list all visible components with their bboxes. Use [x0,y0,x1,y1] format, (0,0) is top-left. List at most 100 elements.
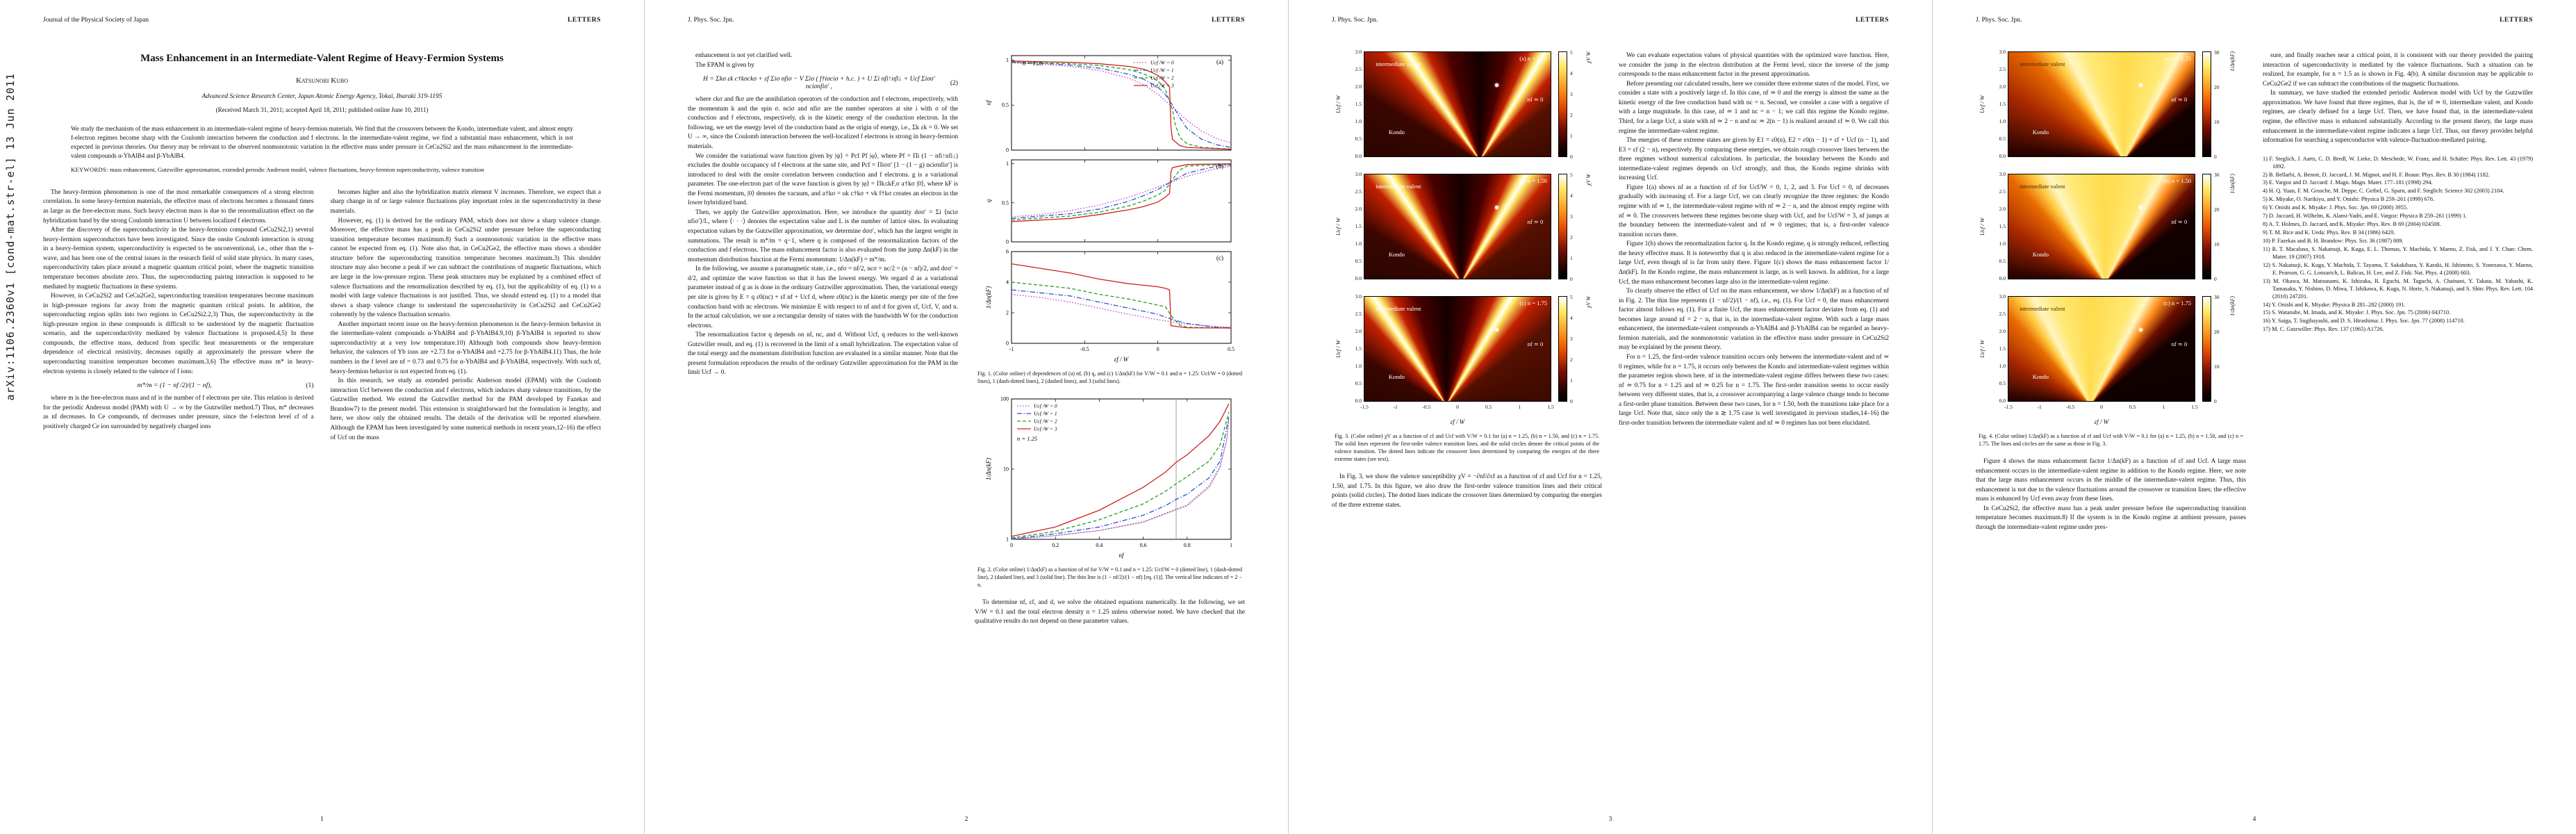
colorbar-label: 1/Δn(kF) [2229,174,2236,194]
page-header: J. Phys. Soc. Jpn. LETTERS [688,17,1245,24]
region-label-kondo: Kondo [1388,373,1405,380]
heat-ylabel: Ucf / W [1978,340,1985,358]
journal-name: J. Phys. Soc. Jpn. [1332,17,1378,24]
region-label-kondo: Kondo [2032,373,2049,380]
axis-tick-label: 2.5 [1355,66,1362,72]
axis-tick-label: 2.0 [1355,206,1362,212]
reference-item: 15) S. Watanabe, M. Imada, and K. Miyake… [2263,309,2451,316]
fig4-panel-a: Ucf / W intermediate valent Kondo nf ≃ 0… [1976,49,2246,160]
keywords-label: KEYWORDS: [71,166,108,174]
svg-text:nf: nf [985,99,992,106]
critical-point-marker [1494,206,1498,209]
panel-tag: (b) n = 1.50 [1519,177,1547,184]
heat-xlabel: εf / W [1450,418,1465,425]
svg-text:0.6: 0.6 [1139,542,1146,548]
body-paragraph: sure, and finally reaches near a critica… [2263,52,2533,88]
axis-tick-label: 20 [2214,206,2220,213]
axis-tick-label: 10 [2214,241,2220,247]
colorbar-label: χV W [1585,296,1592,308]
fig1-panel-c: -1 -0.5 0 0.5 0 2 4 6 εf / W 1/Δn(kF) (c) [985,249,1235,363]
colorbar: 5 4 3 2 1 0 [1558,172,1573,282]
equation-number: (1) [306,382,314,390]
body-paragraph: becomes higher and also the hybridizatio… [330,188,602,215]
axis-tick-label: 1.0 [1999,240,2006,247]
reference-item: 10) P. Fazekas and B. H. Brandow: Phys. … [2263,238,2404,244]
page-3: J. Phys. Soc. Jpn. LETTERS Ucf / W inter… [1288,0,1932,834]
axis-tick-label: 2 [1570,112,1573,118]
body-paragraph: The renormalization factor q depends on … [688,332,958,377]
page-4: J. Phys. Soc. Jpn. LETTERS Ucf / W inter… [1932,0,2576,834]
critical-point-marker [1494,83,1498,87]
body-columns: Ucf / W intermediate valent Kondo nf ≃ 0… [1976,49,2533,533]
fig1-caption: Fig. 1. (Color online) εf dependences of… [977,370,1242,385]
axis-tick-label: 0.0 [1355,398,1362,404]
letters-label: LETTERS [1211,17,1245,24]
axis-tick-label: 1 [1570,133,1573,139]
colorbar-label: 1/Δn(kF) [2229,51,2236,72]
axis-tick-label: 1.5 [1547,404,1554,410]
body-columns: Ucf / W intermediate valent Kondo nf ≃ 0… [1332,49,1889,510]
svg-text:Ucf /W = 1: Ucf /W = 1 [1150,67,1174,74]
svg-text:0: 0 [1006,341,1009,347]
region-label-intermediate-valent: intermediate valent [1376,183,1421,190]
equation-number: (2) [950,79,958,87]
axis-tick-label: 1.0 [1355,240,1362,247]
reference-item: 17) M. C. Gutzwiller: Phys. Rev. 137 (19… [2263,326,2384,333]
axis-tick-label: 2.0 [1999,206,2006,212]
fig2-caption: Fig. 2. (Color online) 1/Δn(kF) as a fun… [977,566,1242,589]
axis-tick-label: 0.5 [2129,404,2136,410]
svg-text:6: 6 [1006,249,1009,255]
svg-text:n = 1.25: n = 1.25 [1023,60,1043,67]
axis-tick-label: 1.5 [1999,101,2006,107]
arxiv-stamp: arXiv:1106.2360v1 [cond-mat.str-el] 13 J… [4,73,17,401]
equation-2: H = Σkσ εk c†kσckσ + εf Σiσ nfiσ − V Σiσ… [688,75,958,90]
body-paragraph: However, eq. (1) is derived for the ordi… [330,217,602,319]
fig3-panel-b: Ucf / W intermediate valent Kondo nf ≃ 0… [1332,171,1602,282]
body-paragraph: The energies of these extreme states are… [1619,137,1889,182]
axis-tick-label: 2.5 [1999,311,2006,317]
axis-tick-label: 3.0 [1355,293,1362,300]
reference-item: 3) E. Vargoz and D. Jaccard: J. Magn. Ma… [2263,179,2433,186]
body-paragraph: Figure 1(a) shows nf as a function of εf… [1619,183,1889,238]
colorbar-label: χV W [1585,51,1592,63]
column-right: 0 0.5 1 nf Ucf /W = 0 Ucf /W = 1 Ucf /W = 2 Ucf… [975,51,1245,627]
reference-item: 5) K. Miyake, O. Narikiyo, and Y. Onishi… [2263,196,2435,203]
axis-tick-label: 2.0 [1355,328,1362,334]
svg-text:Ucf /W = 2: Ucf /W = 2 [1150,75,1174,81]
axis-tick-label: 1.5 [1999,345,2006,352]
column-left: Ucf / W intermediate valent Kondo nf ≃ 0… [1976,49,2246,533]
reference-item: 14) Y. Onishi and K. Miyake: Physica B 2… [2263,301,2406,308]
svg-text:1: 1 [1006,57,1009,63]
axis-tick-label: 0.5 [1999,380,2006,386]
equation-body: m*/m = (1 − nf /2)/(1 − nf), [137,382,212,390]
page-1: Journal of the Physical Society of Japan… [0,0,644,834]
axis-tick-label: 0.0 [1999,153,2006,159]
letters-label: LETTERS [2499,17,2533,24]
panel-tag: (a) n = 1.25 [1519,55,1547,62]
page-number: 1 [320,816,324,823]
received-line: (Received March 31, 2011; accepted April… [215,106,429,114]
axis-tick-label: 0.0 [1355,275,1362,281]
axis-tick-label: 0 [1456,404,1459,410]
panel-tag: (c) n = 1.75 [2163,300,2191,306]
equation-body: H = Σkσ εk c†kσckσ + εf Σiσ nfiσ − V Σiσ… [702,75,935,91]
svg-text:4: 4 [1006,279,1009,286]
axis-tick-label: 1.5 [1355,223,1362,229]
fig4-heatmap-b: intermediate valent Kondo nf ≃ 0 (b) n =… [1999,171,2195,281]
axis-tick-label: 3 [1570,213,1573,220]
svg-text:-0.5: -0.5 [1080,346,1089,352]
letters-label: LETTERS [567,17,601,24]
svg-text:0: 0 [1010,542,1013,548]
panel-tag: (c) n = 1.75 [1519,300,1547,306]
svg-text:Ucf /W = 1: Ucf /W = 1 [1034,411,1057,417]
svg-text:10: 10 [1003,466,1009,473]
figure-4: Ucf / W intermediate valent Kondo nf ≃ 0… [1976,49,2246,448]
region-label-kondo: Kondo [1388,129,1405,136]
fig4-panel-c: Ucf / W intermediate valent Kondo nf ≃ 0… [1976,293,2246,410]
axis-tick-label: 1 [1570,255,1573,261]
region-label-intermediate-valent: intermediate valent [2020,183,2065,190]
axis-tick-label: 2 [1570,357,1573,363]
axis-tick-label: 20 [2214,84,2220,90]
